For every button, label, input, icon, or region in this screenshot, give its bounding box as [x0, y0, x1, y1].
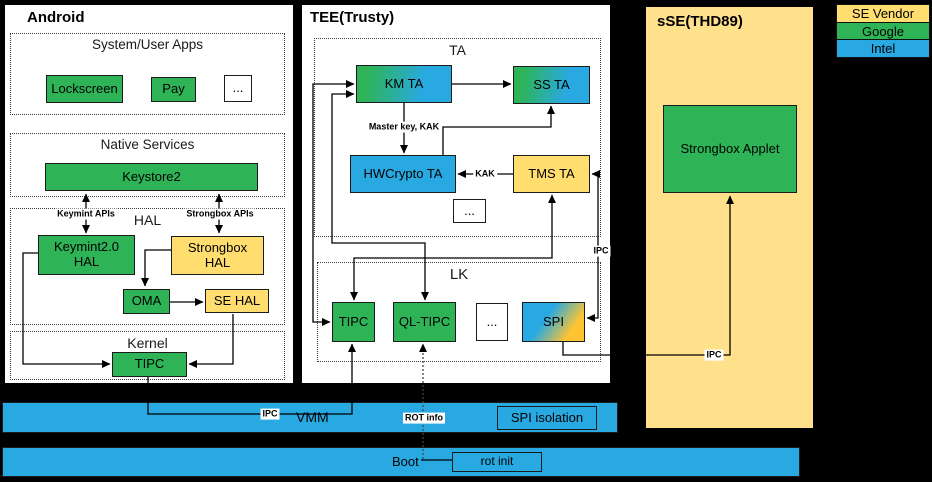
spi-isolation-box: SPI isolation: [497, 406, 597, 430]
master-key-kak-label: Master key, KAK: [366, 121, 442, 133]
boot-label: Boot: [392, 454, 419, 469]
lk-more-label: ...: [486, 313, 498, 329]
oma-box: OMA: [123, 289, 170, 314]
hal-section: HAL: [10, 208, 285, 325]
se-hal-box: SE HAL: [205, 289, 269, 313]
keymint-hal-box: Keymint2.0 HAL: [38, 235, 135, 275]
ta-title: TA: [449, 42, 466, 58]
km-ta-box: KM TA: [356, 65, 452, 103]
boot-bar: [2, 447, 800, 477]
ipc-tms-spi-label: IPC: [591, 245, 611, 257]
kernel-title: Kernel: [127, 335, 168, 351]
legend-row-google: Google: [836, 21, 930, 41]
keymint-apis-label: Keymint APIs: [55, 208, 117, 220]
oma-label: OMA: [131, 293, 162, 309]
strongbox-applet-label: Strongbox Applet: [680, 140, 780, 156]
lk-tipc-label: TIPC: [338, 313, 369, 329]
kernel-tipc-label: TIPC: [134, 356, 165, 372]
vmm-label: VMM: [296, 409, 329, 425]
hwcrypto-ta-label: HWCrypto TA: [363, 165, 443, 181]
legend-row-intel: Intel: [836, 39, 930, 59]
android-title: Android: [27, 9, 85, 26]
spi-label: SPI: [543, 313, 564, 329]
keymint-hal-label: Keymint2.0 HAL: [53, 239, 120, 269]
ql-tipc-box: QL-TIPC: [393, 302, 456, 342]
strongbox-applet-box: Strongbox Applet: [663, 105, 797, 193]
kak-label: KAK: [473, 168, 497, 180]
km-ta-label: KM TA: [384, 75, 424, 91]
ta-more-box: ...: [453, 199, 486, 223]
system-user-apps-section: System/User Apps: [10, 33, 285, 115]
legend: SE Vendor Google Intel: [836, 4, 930, 59]
rot-info-label: ROT info: [403, 412, 445, 424]
native-services-section: Native Services: [10, 133, 285, 197]
rot-init-box: rot init: [452, 452, 542, 472]
spi-box: SPI: [522, 302, 585, 342]
native-services-title: Native Services: [100, 137, 195, 152]
ipc-vmm-label: IPC: [260, 408, 280, 420]
tms-ta-box: TMS TA: [513, 155, 590, 193]
tee-title: TEE(Trusty): [310, 9, 395, 26]
kernel-tipc-box: TIPC: [112, 352, 187, 377]
lk-tipc-box: TIPC: [332, 302, 375, 342]
system-user-apps-title: System/User Apps: [91, 37, 204, 52]
app-box-pay: Pay: [151, 77, 196, 102]
ss-ta-box: SS TA: [513, 66, 590, 104]
se-hal-label: SE HAL: [213, 292, 261, 308]
sse-title: sSE(THD89): [657, 13, 743, 30]
app-box-: ...: [224, 75, 252, 102]
hal-title: HAL: [133, 212, 162, 228]
tms-ta-label: TMS TA: [528, 165, 575, 181]
ta-more-label: ...: [464, 202, 475, 218]
rot-init-label: rot init: [480, 454, 514, 469]
legend-row-se-vendor: SE Vendor: [836, 4, 930, 23]
sse-panel: [644, 5, 815, 430]
strongbox-apis-label: Strongbox APIs: [184, 208, 256, 220]
strongbox-hal-label: Strongbox HAL: [187, 239, 248, 270]
lk-more-box: ...: [476, 303, 508, 341]
app-box-lockscreen: Lockscreen: [46, 75, 123, 103]
ss-ta-label: SS TA: [533, 76, 570, 92]
spi-isolation-label: SPI isolation: [510, 409, 584, 425]
keystore2-box: Keystore2: [45, 163, 258, 191]
lk-title: LK: [449, 266, 469, 283]
hwcrypto-ta-box: HWCrypto TA: [350, 155, 456, 193]
keystore2-label: Keystore2: [122, 168, 181, 184]
ipc-sse-label: IPC: [704, 349, 724, 361]
strongbox-hal-box: Strongbox HAL: [171, 236, 264, 275]
ql-tipc-label: QL-TIPC: [398, 313, 451, 329]
